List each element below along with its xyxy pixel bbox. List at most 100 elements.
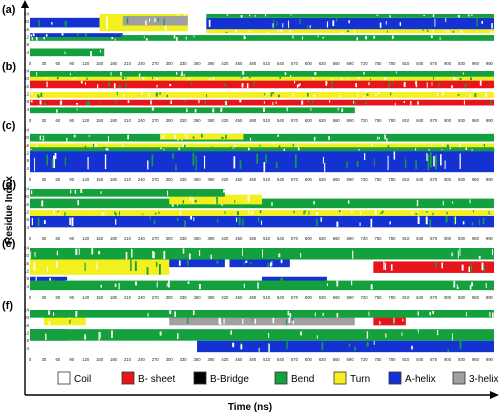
structure-fluctuation bbox=[69, 72, 71, 76]
structure-fluctuation bbox=[126, 17, 129, 24]
structure-fluctuation bbox=[84, 334, 86, 340]
x-tick-label: 810 bbox=[402, 236, 410, 241]
y-tick-label: 20 bbox=[24, 135, 30, 140]
x-tick-label: 870 bbox=[430, 236, 438, 241]
structure-fluctuation bbox=[31, 92, 33, 95]
structure-fluctuation bbox=[200, 133, 203, 138]
structure-fluctuation bbox=[492, 149, 495, 152]
structure-fluctuation bbox=[170, 100, 172, 105]
structure-fluctuation bbox=[145, 20, 147, 25]
structure-fluctuation bbox=[361, 330, 363, 340]
structure-fluctuation bbox=[53, 312, 55, 316]
x-tick-label: 60 bbox=[56, 357, 61, 362]
structure-fluctuation bbox=[120, 34, 123, 37]
y-tick-label: 8 bbox=[26, 276, 29, 281]
x-tick-label: 360 bbox=[194, 118, 202, 123]
structure-fluctuation bbox=[272, 101, 274, 105]
structure-fluctuation bbox=[411, 345, 413, 350]
structure-fluctuation bbox=[469, 93, 471, 98]
structure-fluctuation bbox=[107, 148, 109, 151]
structure-fluctuation bbox=[286, 107, 288, 112]
x-tick-label: 690 bbox=[347, 357, 355, 362]
structure-fluctuation bbox=[340, 211, 342, 215]
structure-segment bbox=[206, 14, 494, 18]
structure-fluctuation bbox=[84, 262, 86, 272]
structure-fluctuation bbox=[314, 312, 316, 317]
x-tick-label: 810 bbox=[402, 357, 410, 362]
x-tick-label: 90 bbox=[69, 236, 74, 241]
structure-fluctuation bbox=[293, 210, 295, 214]
structure-fluctuation bbox=[487, 214, 490, 216]
y-tick-label: 4 bbox=[26, 107, 29, 112]
x-tick-label: 420 bbox=[221, 236, 229, 241]
structure-fluctuation bbox=[447, 30, 450, 33]
structure-fluctuation bbox=[336, 280, 339, 287]
x-tick-label: 180 bbox=[110, 118, 118, 123]
structure-fluctuation bbox=[240, 76, 243, 79]
structure-fluctuation bbox=[363, 95, 365, 98]
structure-fluctuation bbox=[365, 36, 368, 40]
structure-fluctuation bbox=[30, 148, 32, 150]
structure-fluctuation bbox=[278, 253, 281, 258]
structure-fluctuation bbox=[115, 200, 117, 205]
x-tick-label: 750 bbox=[375, 61, 383, 66]
structure-fluctuation bbox=[349, 136, 351, 142]
structure-fluctuation bbox=[256, 153, 259, 164]
structure-fluctuation bbox=[186, 317, 189, 324]
structure-fluctuation bbox=[56, 192, 58, 196]
structure-fluctuation bbox=[264, 36, 267, 40]
structure-fluctuation bbox=[460, 30, 463, 33]
structure-segment bbox=[262, 276, 327, 285]
structure-fluctuation bbox=[234, 313, 236, 316]
structure-fluctuation bbox=[422, 29, 424, 31]
structure-fluctuation bbox=[259, 37, 262, 39]
structure-fluctuation bbox=[168, 280, 170, 288]
structure-fluctuation bbox=[265, 154, 267, 164]
x-tick-label: 210 bbox=[124, 357, 132, 362]
structure-fluctuation bbox=[240, 344, 243, 350]
structure-fluctuation bbox=[44, 109, 47, 112]
structure-fluctuation bbox=[425, 216, 428, 225]
structure-fluctuation bbox=[392, 317, 395, 324]
structure-fluctuation bbox=[445, 216, 448, 223]
structure-fluctuation bbox=[122, 77, 124, 80]
structure-fluctuation bbox=[482, 217, 485, 225]
structure-fluctuation bbox=[105, 148, 108, 151]
structure-fluctuation bbox=[263, 162, 266, 172]
x-tick-label: 990 bbox=[486, 295, 494, 300]
structure-fluctuation bbox=[134, 281, 137, 286]
x-tick-label: 600 bbox=[305, 295, 313, 300]
structure-fluctuation bbox=[294, 154, 297, 168]
structure-fluctuation bbox=[347, 200, 350, 204]
structure-fluctuation bbox=[237, 282, 239, 290]
x-tick-label: 510 bbox=[263, 295, 271, 300]
x-tick-label: 30 bbox=[42, 295, 47, 300]
structure-fluctuation bbox=[115, 219, 117, 225]
structure-fluctuation bbox=[56, 261, 58, 268]
structure-fluctuation bbox=[85, 282, 87, 288]
structure-fluctuation bbox=[389, 14, 391, 18]
structure-segment bbox=[30, 133, 494, 142]
structure-segment bbox=[373, 315, 406, 326]
structure-fluctuation bbox=[288, 20, 290, 28]
structure-fluctuation bbox=[469, 285, 472, 290]
structure-fluctuation bbox=[397, 14, 399, 17]
structure-fluctuation bbox=[107, 199, 109, 202]
structure-fluctuation bbox=[387, 30, 388, 33]
structure-fluctuation bbox=[468, 135, 470, 141]
structure-fluctuation bbox=[318, 331, 320, 337]
x-tick-label: 930 bbox=[458, 61, 466, 66]
structure-fluctuation bbox=[307, 100, 310, 103]
x-tick-label: 270 bbox=[152, 61, 160, 66]
panel-label: (e) bbox=[2, 238, 16, 250]
structure-fluctuation bbox=[280, 29, 283, 32]
x-tick-label: 0 bbox=[29, 357, 32, 362]
structure-fluctuation bbox=[138, 73, 141, 77]
x-tick-label: 150 bbox=[96, 357, 104, 362]
structure-fluctuation bbox=[379, 22, 382, 28]
structure-fluctuation bbox=[30, 100, 33, 103]
x-tick-label: 510 bbox=[263, 118, 271, 123]
structure-fluctuation bbox=[429, 311, 432, 316]
structure-fluctuation bbox=[459, 77, 462, 81]
